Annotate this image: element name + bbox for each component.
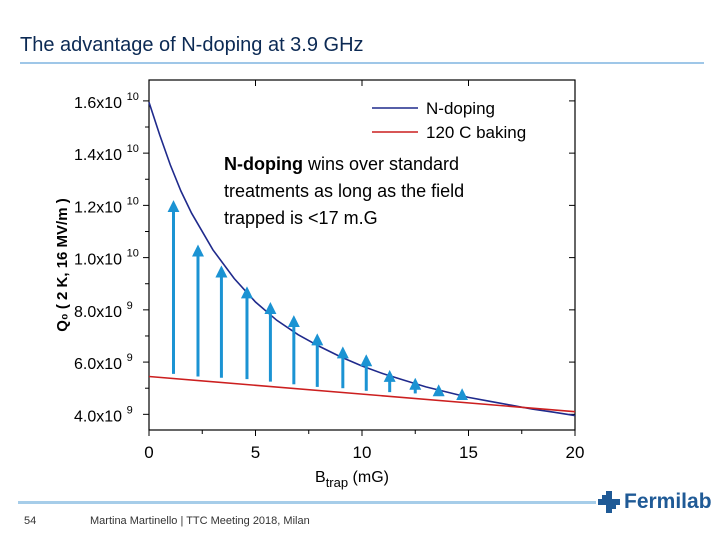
x-tick-label: 0 <box>144 443 153 462</box>
legend-label: 120 C baking <box>426 123 526 142</box>
y-tick-exponent: 9 <box>127 300 133 312</box>
y-tick-label: 1.2x10 <box>74 199 122 216</box>
x-tick-label: 20 <box>566 443 585 462</box>
fermilab-logo: Fermilab <box>598 490 712 514</box>
y-tick-label: 6.0x10 <box>74 356 122 373</box>
y-tick-exponent: 9 <box>127 404 133 416</box>
y-tick-label: 1.6x10 <box>74 95 122 112</box>
y-tick-exponent: 10 <box>127 248 139 260</box>
y-tick-label: 1.4x10 <box>74 147 122 164</box>
annotation-line-1: N-doping wins over standard <box>224 154 459 174</box>
y-axis-label: Q₀ ( 2 K, 16 MV/m ) <box>54 198 71 331</box>
y-tick-exponent: 10 <box>127 195 139 207</box>
x-tick-label: 10 <box>353 443 372 462</box>
fermilab-logo-icon <box>598 491 620 513</box>
y-tick-exponent: 9 <box>127 352 133 364</box>
y-tick-exponent: 10 <box>127 143 139 155</box>
footer-text: Martina Martinello | TTC Meeting 2018, M… <box>90 515 310 527</box>
y-tick-label: 1.0x10 <box>74 252 122 269</box>
y-tick-label: 8.0x10 <box>74 304 122 321</box>
annotation-line-2: treatments as long as the field <box>224 181 464 201</box>
footer-divider <box>18 501 596 504</box>
y-tick-exponent: 10 <box>127 91 139 103</box>
x-tick-label: 5 <box>251 443 260 462</box>
series-line-1 <box>148 375 576 413</box>
slide-title: The advantage of N-doping at 3.9 GHz <box>20 34 364 56</box>
series-line-0 <box>148 101 576 417</box>
legend-label: N-doping <box>426 99 495 118</box>
x-axis-label: Btrap (mG) <box>315 469 389 490</box>
x-tick-label: 15 <box>459 443 478 462</box>
page-number: 54 <box>24 515 37 527</box>
q0-vs-btrap-chart: 0 5 10 15 20 4.0x10 9 6.0x10 9 8.0x10 9 1.0x10 10 1.2… <box>54 79 585 490</box>
fermilab-logo-text: Fermilab <box>624 490 712 513</box>
title-divider <box>20 62 704 64</box>
y-tick-label: 4.0x10 <box>74 408 122 425</box>
annotation-line-3: trapped is <17 m.G <box>224 208 378 228</box>
